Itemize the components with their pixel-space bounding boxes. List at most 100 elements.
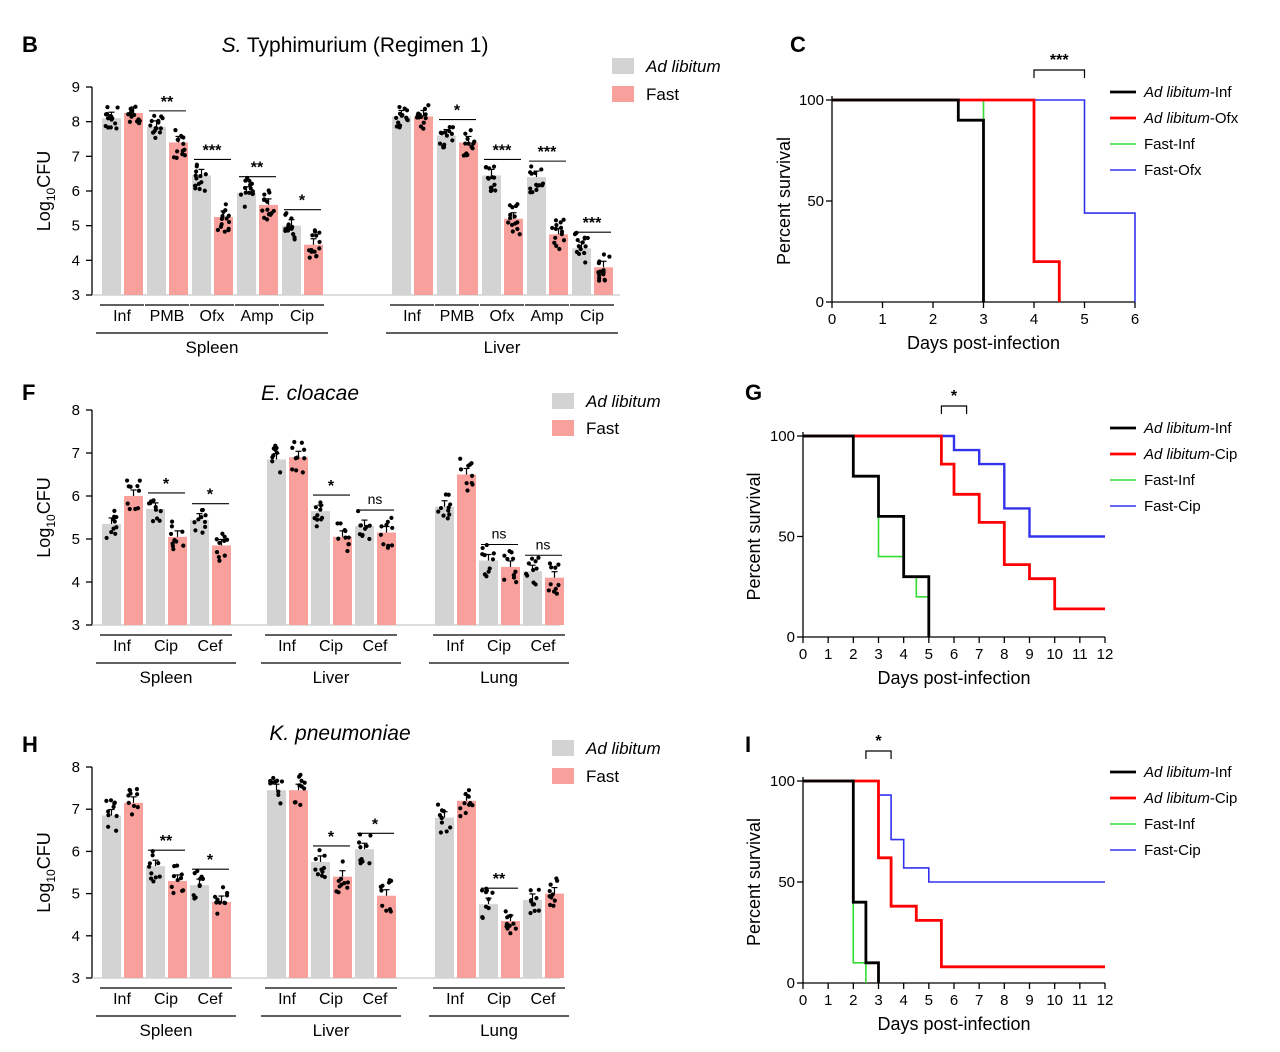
data-point [531,567,536,573]
data-point [596,270,601,275]
bar-ad-libitum [479,904,498,978]
data-point [340,859,345,864]
data-point [508,931,513,936]
data-point [489,187,494,193]
data-point [553,218,559,223]
data-point [157,874,162,879]
data-point [312,249,317,254]
data-point [203,172,208,177]
data-point [444,133,450,138]
bar-fast [504,218,523,295]
legend-label: Ad libitum-Inf [1143,84,1232,101]
data-point [528,898,534,903]
data-point [220,214,225,219]
data-point [268,781,273,786]
data-point [315,872,321,877]
data-point [180,529,185,534]
data-point [220,885,226,890]
x-tick-label: 4 [899,992,907,1009]
data-point [170,543,175,549]
data-point [226,226,231,231]
data-point [364,843,369,849]
x-tick-label: PMB [440,308,475,325]
legend-label: Ad libitum-Cip [1143,790,1237,807]
data-point [426,103,431,108]
data-point [105,116,111,121]
data-point [137,478,142,483]
bar-ad-libitum [102,118,121,295]
data-point [601,252,607,257]
bar-ad-libitum [102,815,121,978]
data-point [151,879,156,884]
data-point [274,778,280,783]
bar-ad-libitum [435,506,454,625]
data-point [212,894,218,899]
data-point [439,808,445,813]
data-point [175,149,180,154]
data-point [528,186,533,191]
x-tick-label: 10 [1046,992,1063,1009]
data-point [378,884,383,889]
data-point [216,554,221,560]
data-point [556,562,561,567]
y-tick-label: 5 [72,218,80,235]
x-tick-label: Inf [403,308,421,325]
data-point [491,551,496,556]
data-point [462,801,467,806]
data-point [367,523,372,528]
x-tick-label: Inf [278,638,296,655]
data-point [290,445,295,450]
data-point [502,577,507,582]
data-point [297,783,302,788]
y-tick-label: 50 [807,193,824,210]
significance-marker: ** [251,160,264,177]
data-point [493,188,498,193]
x-tick-label: Cef [198,638,223,655]
data-point [463,791,468,797]
data-point [113,531,118,536]
data-point [490,557,496,562]
x-tick-label: 12 [1097,992,1114,1009]
bar-ad-libitum [311,861,330,978]
data-point [458,814,463,819]
data-point [338,521,343,526]
data-point [104,111,110,117]
data-point [114,828,119,833]
data-point [180,152,185,157]
bar-fast [169,142,188,295]
data-point [548,582,553,587]
panel-label: H [22,732,38,757]
panel-label: B [22,32,38,57]
bar-ad-libitum [102,523,121,625]
bar-ad-libitum [267,790,286,978]
y-tick-label: 4 [72,928,80,945]
data-point [554,243,559,248]
legend-label-ad-libitum: Ad libitum [585,392,661,411]
data-point [514,579,519,585]
significance-marker: * [163,476,170,493]
x-tick-label: 9 [1025,646,1033,663]
data-point [322,853,327,858]
significance-marker: * [299,193,306,210]
data-point [549,895,554,900]
data-point [513,203,519,209]
data-point [171,890,176,896]
y-axis-label: Log10CFU [34,832,58,912]
data-point [178,876,184,881]
data-point [271,453,276,458]
data-point [447,124,452,130]
survival-curve [803,434,1105,538]
data-point [148,123,153,128]
data-point [315,513,320,518]
data-point [131,803,137,809]
y-tick-label: 6 [72,183,80,200]
data-point [157,130,163,135]
x-tick-label: 6 [950,646,958,663]
data-point [336,878,341,884]
data-point [367,861,372,866]
data-point [136,117,141,122]
data-point [416,111,421,116]
bar-fast [168,536,187,625]
data-point [289,216,294,221]
data-point [192,871,197,876]
